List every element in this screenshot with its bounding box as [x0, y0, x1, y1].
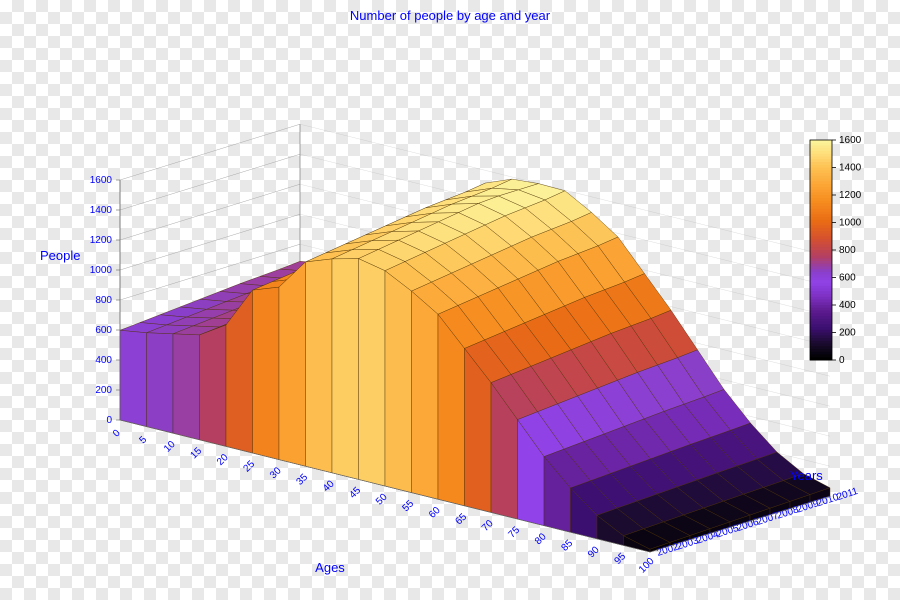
z-tick: 600	[95, 325, 112, 336]
x-tick: 10	[162, 439, 178, 455]
z-tick: 1200	[90, 235, 113, 246]
x-tick: 20	[215, 452, 231, 468]
z-tick: 1400	[90, 205, 113, 216]
x-tick: 70	[480, 518, 496, 534]
z-axis-label: People	[40, 248, 80, 263]
x-tick: 55	[400, 498, 416, 514]
colorbar-tick: 1200	[839, 190, 862, 201]
z-tick: 200	[95, 385, 112, 396]
x-tick: 45	[347, 485, 363, 501]
x-tick: 5	[137, 434, 149, 446]
z-tick: 1600	[90, 175, 113, 186]
z-tick: 1000	[90, 265, 113, 276]
chart-title: Number of people by age and year	[350, 8, 551, 23]
x-axis-label: Ages	[315, 560, 345, 575]
x-tick: 25	[241, 459, 257, 475]
colorbar: 0 200 400 600 800 1000 1200 1400 1600	[810, 135, 862, 366]
x-tick: 75	[506, 525, 522, 541]
y-tick: 2011	[836, 486, 860, 503]
x-tick: 90	[586, 544, 602, 560]
x-tick: 35	[294, 472, 310, 488]
x-tick: 95	[612, 551, 628, 567]
colorbar-tick: 0	[839, 355, 845, 366]
x-tick: 50	[374, 492, 390, 508]
colorbar-tick: 1000	[839, 218, 862, 229]
x-tick: 0	[111, 427, 123, 439]
surface-plot	[120, 124, 830, 552]
x-tick: 85	[559, 538, 575, 554]
z-tick: 400	[95, 355, 112, 366]
x-tick: 30	[268, 465, 284, 481]
colorbar-tick: 800	[839, 245, 856, 256]
z-tick: 800	[95, 295, 112, 306]
colorbar-tick: 200	[839, 328, 856, 339]
x-tick: 65	[453, 511, 469, 527]
x-tick: 60	[427, 505, 443, 521]
colorbar-tick: 600	[839, 273, 856, 284]
x-tick: 80	[533, 531, 549, 547]
colorbar-tick: 1600	[839, 135, 862, 146]
x-tick: 15	[188, 445, 204, 461]
colorbar-tick: 400	[839, 300, 856, 311]
x-tick: 40	[321, 478, 337, 494]
x-tick: 100	[637, 556, 657, 576]
colorbar-tick: 1400	[839, 163, 862, 174]
z-tick: 0	[106, 415, 112, 426]
y-axis-label: Years	[790, 468, 823, 483]
